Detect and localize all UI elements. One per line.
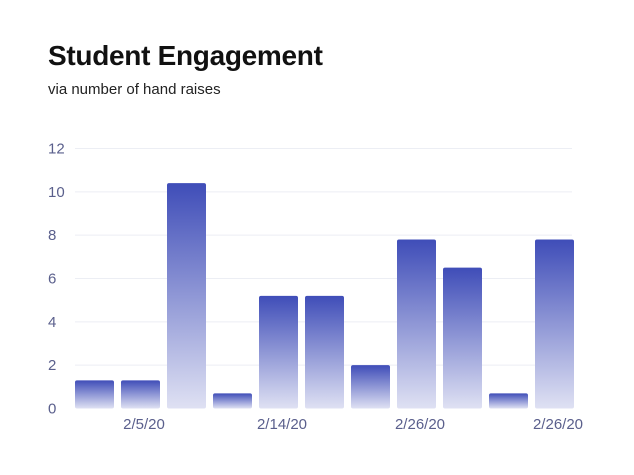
bar — [397, 239, 436, 409]
bar — [351, 365, 390, 409]
y-tick-label: 0 — [48, 401, 56, 418]
y-tick-label: 2 — [48, 357, 56, 374]
x-tick-label: 2/26/20 — [533, 416, 583, 433]
bar — [167, 183, 206, 409]
y-tick-label: 4 — [48, 314, 56, 331]
x-axis-ticks: 2/5/20 2/14/20 2/26/20 2/26/20 — [123, 416, 583, 433]
bars — [75, 183, 574, 409]
bar — [305, 295, 344, 409]
x-tick-label: 2/26/20 — [395, 416, 445, 433]
bar — [535, 239, 574, 409]
bar — [75, 380, 114, 409]
chart-subtitle: via number of hand raises — [48, 81, 221, 98]
bar — [213, 393, 252, 409]
y-tick-label: 10 — [48, 184, 65, 201]
bar — [121, 380, 160, 409]
bar — [259, 295, 298, 409]
x-tick-label: 2/5/20 — [123, 416, 165, 433]
y-tick-label: 8 — [48, 227, 56, 244]
y-axis-ticks: 0 2 4 6 8 10 12 — [48, 141, 65, 418]
y-tick-label: 6 — [48, 271, 56, 288]
bar — [489, 393, 528, 409]
bar — [443, 267, 482, 409]
chart-title: Student Engagement — [48, 40, 323, 71]
x-tick-label: 2/14/20 — [257, 416, 307, 433]
y-tick-label: 12 — [48, 141, 65, 158]
